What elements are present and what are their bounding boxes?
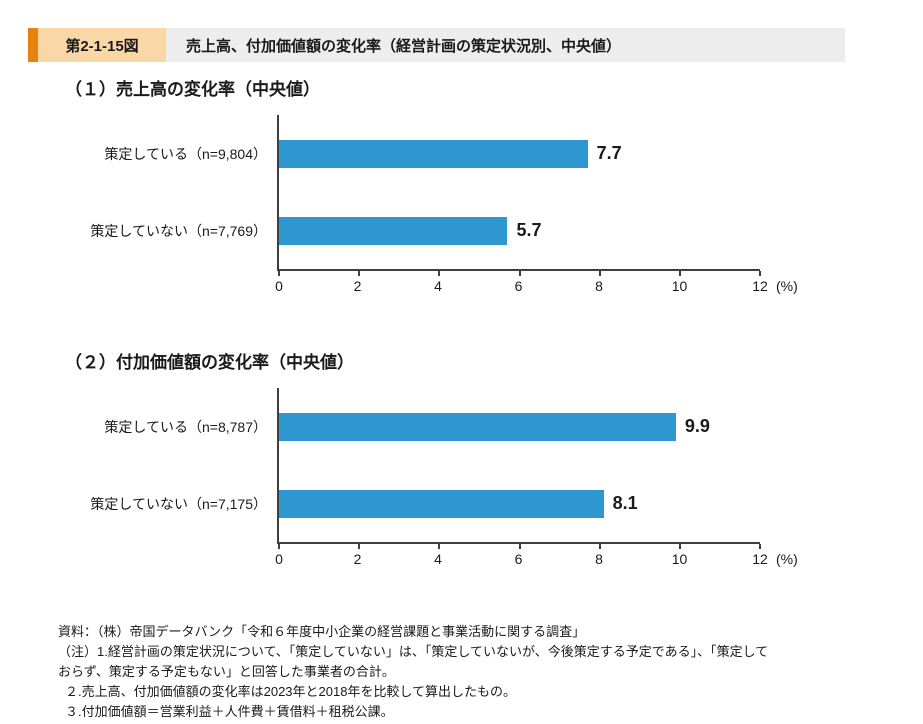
tick-label: 4 — [434, 278, 442, 294]
category-labels: 策定している（n=9,804） 策定していない（n=7,769） — [65, 115, 277, 271]
source-note: 資料：（株）帝国データバンク「令和６年度中小企業の経営課題と事業活動に関する調査… — [58, 624, 586, 639]
bar — [279, 216, 508, 245]
figure-header: 第2-1-15図 売上高、付加価値額の変化率（経営計画の策定状況別、中央値） — [28, 28, 845, 62]
axis-tick-mark — [759, 271, 761, 276]
tick-label: 8 — [595, 278, 603, 294]
tick-label: 8 — [595, 551, 603, 567]
value-label: 9.9 — [684, 416, 710, 436]
axis-tick-mark — [358, 544, 361, 549]
axis-tick-mark — [278, 544, 280, 549]
bar-plot: 策定している（n=9,804） 策定していない（n=7,769） 7.7 5.7 — [65, 115, 923, 276]
chart-title: （１）売上高の変化率（中央値） — [65, 80, 320, 99]
tick-label: 0 — [275, 278, 283, 294]
tick-label: 4 — [434, 551, 442, 567]
bar-row: 8.1 — [279, 465, 760, 542]
figure-title: 売上高、付加価値額の変化率（経営計画の策定状況別、中央値） — [166, 28, 845, 62]
axis-tick-mark — [598, 544, 601, 549]
tick-label: 2 — [353, 278, 362, 294]
value-label: 5.7 — [516, 220, 542, 240]
tick-label: 0 — [275, 551, 283, 567]
plot-area: 9.9 8.1 — [277, 388, 761, 549]
tick-label: 12 — [752, 278, 768, 294]
tick-label: 6 — [514, 551, 523, 567]
bar — [279, 139, 588, 168]
axis-tick-mark — [518, 271, 521, 276]
note-line: ３.付加価値額＝営業利益＋人件費＋賃借料＋租税公課。 — [65, 704, 394, 719]
chart-title: （２）付加価値額の変化率（中央値） — [65, 353, 354, 372]
axis-tick-mark — [358, 271, 361, 276]
axis-tick-mark — [438, 271, 441, 276]
sales-change-chart: （１）売上高の変化率（中央値） 策定している（n=9,804） 策定していない（… — [65, 78, 923, 295]
category-label: 策定している（n=8,787） — [104, 418, 267, 435]
category-labels: 策定している（n=8,787） 策定していない（n=7,175） — [65, 388, 277, 544]
bar-plot: 策定している（n=8,787） 策定していない（n=7,175） 9.9 8.1 — [65, 388, 923, 549]
note-line: （注）1.経営計画の策定状況について、「策定していない」は、「策定していないが、… — [58, 644, 769, 659]
plot-area: 7.7 5.7 — [277, 115, 761, 276]
axis-tick-mark — [678, 544, 681, 549]
axis-tick-mark — [598, 271, 601, 276]
axis-tick-mark — [678, 271, 681, 276]
value-label: 7.7 — [596, 143, 622, 163]
axis-tick-mark — [759, 544, 761, 549]
note-line: おらず、策定する予定もない」と回答した事業者の合計。 — [58, 664, 395, 679]
value-label: 8.1 — [612, 493, 638, 513]
x-axis-tick-labels: 0 2 4 6 8 10 12 (%) — [275, 271, 798, 295]
x-axis-tick-labels: 0 2 4 6 8 10 12 (%) — [275, 544, 798, 568]
bar-row: 7.7 — [279, 115, 760, 192]
value-added-change-chart: （２）付加価値額の変化率（中央値） 策定している（n=8,787） 策定していな… — [65, 351, 923, 568]
tick-label: 2 — [353, 551, 362, 567]
axis-tick-mark — [438, 544, 441, 549]
tick-label: 6 — [514, 278, 523, 294]
x-axis-unit-label: (%) — [776, 551, 798, 567]
category-label: 策定していない（n=7,769） — [90, 222, 267, 239]
tick-label: 10 — [671, 551, 688, 567]
header-accent-bar — [28, 28, 38, 62]
tick-label: 10 — [671, 278, 688, 294]
x-axis-unit-label: (%) — [776, 278, 798, 294]
tick-label: 12 — [752, 551, 768, 567]
footnotes: 資料：（株）帝国データバンク「令和６年度中小企業の経営課題と事業活動に関する調査… — [58, 622, 923, 722]
bar-row: 9.9 — [279, 388, 760, 465]
axis-tick-mark — [518, 544, 521, 549]
bar — [279, 489, 604, 518]
bar-row: 5.7 — [279, 192, 760, 269]
bar — [279, 412, 676, 441]
note-line: ２.売上高、付加価値額の変化率は2023年と2018年を比較して算出したもの。 — [65, 684, 517, 699]
category-label: 策定していない（n=7,175） — [90, 495, 267, 512]
category-label: 策定している（n=9,804） — [104, 145, 267, 162]
figure-number-badge: 第2-1-15図 — [38, 28, 166, 62]
axis-tick-mark — [278, 271, 280, 276]
